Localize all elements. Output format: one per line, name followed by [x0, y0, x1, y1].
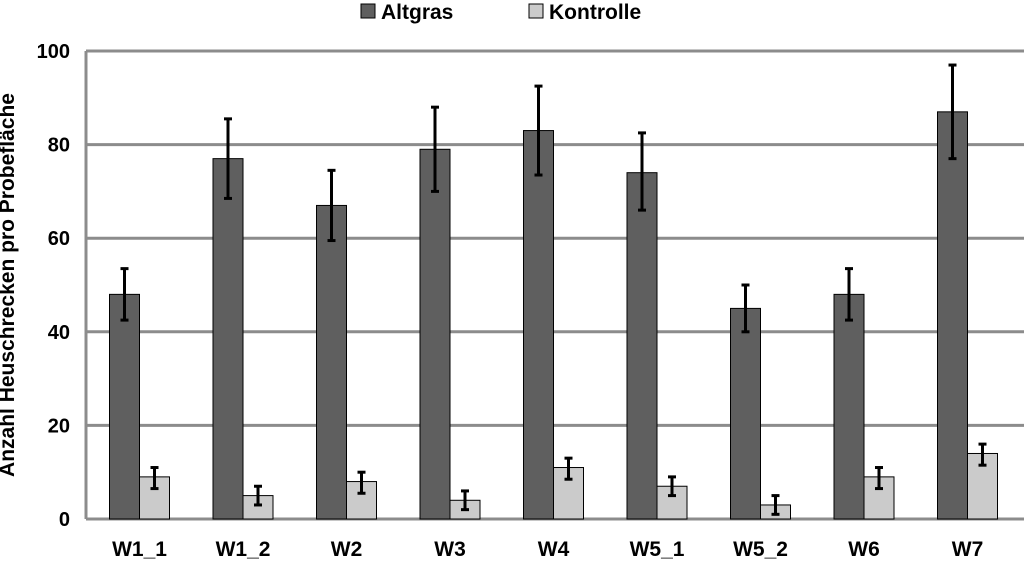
x-category-labels: W1_1 W1_2 W2 W3 W4 W5_1 W5_2 W6 W7 — [112, 538, 983, 561]
error-bar-altgras-w7 — [948, 63, 957, 161]
error-bar-altgras-w4 — [534, 84, 543, 177]
x-tick-label-w5_1: W5_1 — [630, 538, 685, 561]
error-bar-kontrolle-w3 — [461, 489, 469, 512]
y-tick-label: 60 — [48, 228, 70, 250]
error-bar-kontrolle-w5_2 — [771, 494, 780, 516]
bar-altgras-w4 — [523, 130, 554, 520]
y-tick-label: 0 — [59, 509, 70, 531]
x-tick-label-w1_2: W1_2 — [216, 538, 271, 561]
legend-label-altgras: Altgras — [381, 1, 453, 24]
x-tick-label-w3: W3 — [434, 538, 466, 561]
bar-altgras-w2 — [316, 204, 347, 520]
x-tick-label-w6: W6 — [848, 538, 880, 561]
error-bar-altgras-w1_1 — [120, 267, 129, 322]
error-bars — [120, 63, 987, 516]
y-tick-labels: 0 20 40 60 80 100 — [37, 41, 70, 531]
bar-altgras-w1_2 — [212, 158, 244, 520]
legend-label-kontrolle: Kontrolle — [549, 1, 641, 24]
error-bar-altgras-w2 — [327, 168, 336, 243]
x-tick-label-w7: W7 — [952, 538, 984, 561]
error-bar-kontrolle-w2 — [357, 470, 366, 495]
y-axis-title: Anzahl Heuschrecken pro Probefläche — [0, 93, 19, 477]
error-bar-kontrolle-w1_1 — [150, 466, 159, 491]
bars — [109, 111, 998, 520]
x-tick-label-w5_2: W5_2 — [733, 538, 788, 561]
error-bar-altgras-w6 — [845, 267, 853, 322]
bar-altgras-w6 — [833, 293, 865, 520]
bar-altgras-w5_2 — [730, 307, 761, 520]
error-bar-altgras-w3 — [431, 105, 439, 193]
error-bar-altgras-w5_2 — [741, 283, 750, 334]
bar-altgras-w3 — [419, 148, 451, 520]
bar-altgras-w1_1 — [109, 293, 140, 520]
y-tick-label: 80 — [48, 135, 70, 157]
x-tick-label-w1_1: W1_1 — [112, 538, 167, 561]
error-bar-altgras-w1_2 — [224, 117, 232, 200]
legend-swatch-altgras — [360, 3, 376, 19]
error-bar-kontrolle-w1_2 — [254, 484, 262, 507]
y-tick-label: 40 — [48, 322, 70, 344]
bar-altgras-w5_1 — [626, 172, 658, 520]
error-bar-kontrolle-w7 — [978, 442, 987, 467]
error-bar-kontrolle-w5_1 — [668, 475, 676, 498]
x-tick-label-w4: W4 — [538, 538, 570, 561]
bar-altgras-w7 — [937, 111, 968, 520]
legend: Altgras Kontrolle — [360, 1, 641, 24]
error-bar-altgras-w5_1 — [638, 131, 646, 212]
y-tick-label: 20 — [48, 415, 70, 437]
x-tick-label-w2: W2 — [331, 538, 363, 561]
error-bar-kontrolle-w6 — [875, 466, 883, 491]
y-tick-label: 100 — [37, 41, 70, 63]
legend-swatch-kontrolle — [528, 3, 544, 19]
error-bar-kontrolle-w4 — [564, 456, 573, 481]
